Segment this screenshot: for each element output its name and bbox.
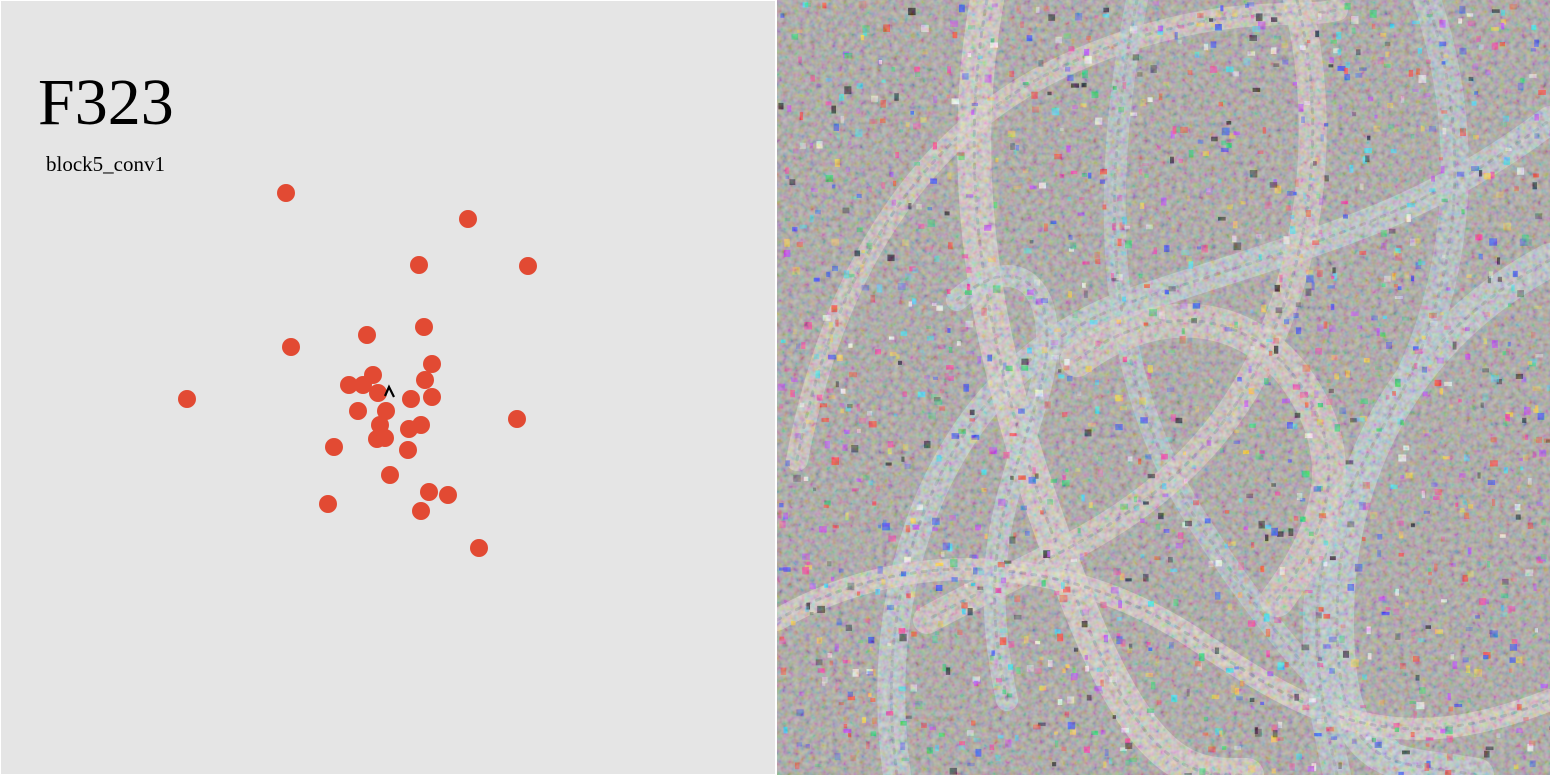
feature-scatter-plot[interactable]: [1, 1, 775, 774]
scatter-point[interactable]: [470, 539, 488, 557]
scatter-point[interactable]: [377, 402, 395, 420]
scatter-point[interactable]: [412, 502, 430, 520]
feature-visualization-panel: [777, 0, 1550, 775]
scatter-point[interactable]: [415, 318, 433, 336]
scatter-point[interactable]: [369, 384, 387, 402]
scatter-point[interactable]: [420, 483, 438, 501]
scatter-point[interactable]: [358, 326, 376, 344]
scatter-point[interactable]: [364, 366, 382, 384]
scatter-point[interactable]: [178, 390, 196, 408]
feature-visualization-image: [777, 0, 1550, 775]
scatter-point[interactable]: [325, 438, 343, 456]
scatter-panel: F323 block5_conv1: [1, 1, 775, 774]
feature-title: F323: [38, 66, 174, 139]
scatter-point[interactable]: [381, 466, 399, 484]
scatter-point[interactable]: [340, 376, 358, 394]
scatter-point[interactable]: [349, 402, 367, 420]
scatter-point[interactable]: [319, 495, 337, 513]
scatter-point[interactable]: [410, 256, 428, 274]
scatter-point[interactable]: [416, 371, 434, 389]
scatter-point[interactable]: [402, 390, 420, 408]
scatter-point[interactable]: [508, 410, 526, 428]
scatter-point[interactable]: [423, 355, 441, 373]
pointer-arrow-icon: [383, 384, 395, 398]
scatter-point[interactable]: [459, 210, 477, 228]
scatter-point[interactable]: [519, 257, 537, 275]
scatter-point[interactable]: [412, 416, 430, 434]
scatter-point[interactable]: [439, 486, 457, 504]
scatter-point[interactable]: [423, 388, 441, 406]
scatter-point[interactable]: [399, 441, 417, 459]
layer-label: block5_conv1: [46, 152, 165, 176]
scatter-point[interactable]: [277, 184, 295, 202]
scatter-point[interactable]: [282, 338, 300, 356]
scatter-point[interactable]: [376, 429, 394, 447]
